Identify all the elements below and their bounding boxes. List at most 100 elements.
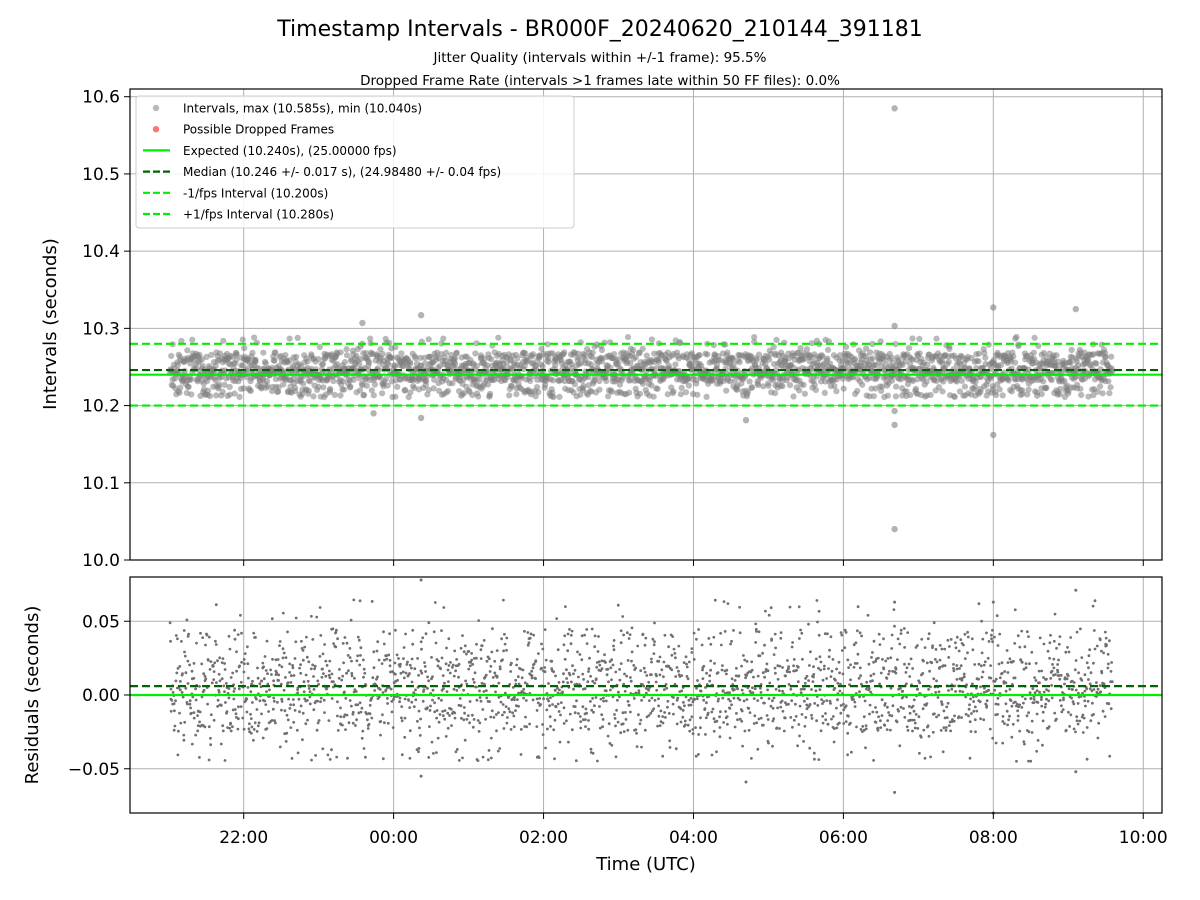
residual-point (514, 709, 517, 712)
residual-point (498, 747, 502, 750)
interval-point (340, 378, 347, 385)
residual-point (630, 650, 634, 654)
residual-point (703, 708, 707, 711)
residual-point (742, 699, 746, 703)
residual-point (194, 733, 198, 737)
residual-point (454, 750, 458, 754)
interval-point (545, 355, 552, 362)
intervals-y-tick-label: 10.4 (82, 242, 120, 262)
interval-point (916, 350, 923, 357)
interval-point (678, 384, 685, 391)
residual-point (462, 706, 466, 709)
residual-point (391, 670, 394, 673)
residual-point (277, 679, 281, 682)
residual-point (356, 654, 360, 658)
residual-point (557, 710, 561, 713)
residual-point (732, 696, 736, 700)
residual-point (797, 605, 801, 609)
residual-point (672, 696, 675, 699)
residual-point (692, 658, 696, 661)
residual-point (522, 696, 525, 700)
residual-point (1015, 702, 1019, 706)
residual-point (460, 716, 463, 720)
residual-point (971, 682, 974, 686)
residual-point (555, 617, 559, 620)
residual-point (219, 704, 223, 707)
residual-point (982, 663, 986, 667)
residual-point (1068, 725, 1071, 728)
residual-point (188, 699, 192, 703)
residual-point (332, 642, 335, 645)
interval-point (924, 361, 931, 368)
residual-point (727, 697, 730, 701)
interval-point (704, 351, 711, 358)
residual-point (394, 672, 397, 676)
residual-point (952, 667, 955, 670)
residual-point (260, 679, 264, 683)
interval-point (588, 388, 595, 395)
residual-point (880, 698, 884, 702)
residual-point (624, 718, 628, 721)
residual-point (248, 722, 251, 726)
residual-point (1003, 670, 1007, 673)
residual-point (444, 662, 448, 666)
residual-point (982, 718, 986, 722)
residual-point (826, 632, 829, 636)
interval-point (1078, 391, 1085, 399)
residual-point (1040, 695, 1043, 699)
residual-point (350, 672, 354, 675)
interval-point (203, 378, 211, 385)
residual-point (846, 658, 850, 662)
interval-point (444, 387, 452, 395)
interval-point (1053, 352, 1060, 359)
residual-outlier-point (893, 790, 897, 794)
residual-point (652, 643, 656, 647)
residual-point (779, 705, 783, 709)
interval-point (422, 360, 429, 367)
residual-point (469, 660, 473, 664)
residual-point (215, 681, 218, 684)
residual-point (764, 609, 767, 613)
residual-point (613, 713, 616, 716)
residual-point (1096, 687, 1100, 691)
residual-point (432, 630, 436, 634)
interval-point (337, 349, 344, 356)
residual-point (853, 705, 857, 708)
interval-point (870, 393, 877, 400)
residual-point (311, 638, 315, 641)
interval-point (262, 360, 269, 367)
residual-point (764, 670, 768, 673)
residual-point (771, 706, 775, 710)
interval-point (275, 384, 282, 391)
residual-point (1050, 684, 1053, 687)
interval-point (286, 335, 293, 342)
interval-point (379, 390, 386, 397)
residual-point (194, 698, 198, 702)
residual-point (419, 717, 422, 721)
residual-point (650, 709, 654, 713)
residual-point (649, 711, 653, 715)
residual-point (822, 700, 826, 703)
residual-point (625, 674, 629, 678)
residual-point (402, 657, 405, 660)
residual-point (667, 645, 670, 649)
interval-point (422, 378, 430, 385)
residual-point (288, 662, 292, 666)
interval-point (975, 350, 983, 357)
residual-point (598, 663, 602, 667)
residual-point (564, 605, 567, 608)
interval-point (356, 361, 363, 368)
residual-point (286, 681, 290, 684)
interval-point (997, 362, 1005, 369)
residual-point (712, 717, 716, 721)
residual-point (887, 711, 890, 714)
residual-point (808, 703, 812, 706)
interval-point (532, 362, 539, 369)
interval-point (869, 340, 876, 348)
residual-point (679, 720, 683, 724)
residual-point (242, 727, 246, 731)
residual-point (528, 722, 531, 726)
residual-point (1098, 684, 1102, 687)
residual-point (1027, 759, 1030, 763)
interval-point (892, 393, 900, 400)
